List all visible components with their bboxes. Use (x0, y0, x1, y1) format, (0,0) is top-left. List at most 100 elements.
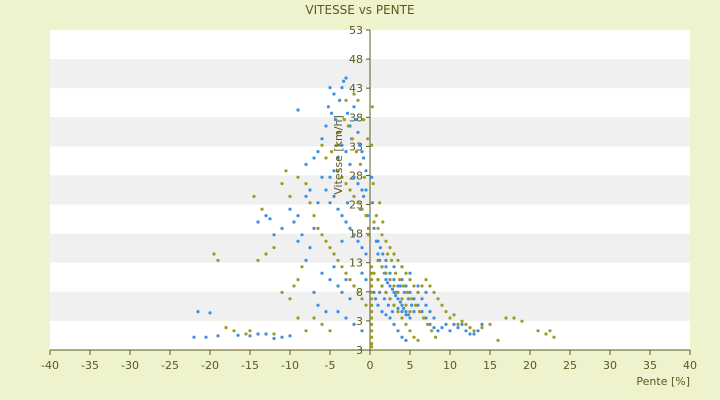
data-point (436, 297, 440, 301)
data-point (344, 150, 348, 154)
x-axis-label: Pente [%] (636, 375, 690, 388)
data-point (272, 233, 276, 237)
data-point (404, 310, 408, 314)
data-point (420, 310, 424, 314)
data-point (424, 303, 428, 307)
data-point (336, 169, 340, 173)
data-point (348, 297, 352, 301)
data-point (370, 278, 374, 282)
data-point (376, 258, 380, 262)
data-point (256, 220, 260, 224)
data-point (320, 143, 324, 147)
data-point (406, 290, 410, 294)
data-point (360, 188, 364, 192)
data-point (360, 150, 364, 154)
data-point (340, 239, 344, 243)
data-point (388, 284, 392, 288)
data-point (416, 338, 420, 342)
data-point (192, 335, 196, 339)
y-tick-label: 3 (356, 315, 363, 328)
x-tick-label: 0 (367, 359, 374, 372)
data-point (316, 150, 320, 154)
data-point (216, 258, 220, 262)
data-point (460, 322, 464, 326)
data-point (348, 278, 352, 282)
data-point (394, 294, 398, 298)
data-point (392, 290, 396, 294)
data-point (378, 246, 382, 250)
data-point (332, 92, 336, 96)
data-point (320, 322, 324, 326)
data-point (356, 239, 360, 243)
data-point (346, 124, 350, 128)
x-tick-label: 30 (603, 359, 617, 372)
data-point (292, 284, 296, 288)
data-point (280, 226, 284, 230)
data-point (384, 313, 388, 317)
data-point (408, 271, 412, 275)
data-point (396, 258, 400, 262)
data-point (480, 322, 484, 326)
data-point (396, 284, 400, 288)
data-point (392, 265, 396, 269)
data-point (328, 201, 332, 205)
data-point (392, 252, 396, 256)
data-point (362, 194, 366, 198)
data-point (358, 162, 362, 166)
data-point (414, 303, 418, 307)
data-point (348, 162, 352, 166)
data-point (364, 252, 368, 256)
data-point (328, 329, 332, 333)
data-point (296, 108, 300, 112)
data-point (288, 207, 292, 211)
data-point (304, 329, 308, 333)
data-point (380, 310, 384, 314)
data-point (370, 329, 374, 333)
data-point (398, 300, 402, 304)
data-point (332, 252, 336, 256)
data-point (512, 316, 516, 320)
x-tick-label: -25 (161, 359, 179, 372)
data-point (304, 258, 308, 262)
data-point (370, 297, 374, 301)
data-point (370, 345, 374, 349)
data-point (468, 326, 472, 330)
data-point (396, 306, 400, 310)
data-point (344, 278, 348, 282)
data-point (400, 278, 404, 282)
data-point (336, 284, 340, 288)
data-point (424, 278, 428, 282)
data-point (380, 233, 384, 237)
data-point (440, 326, 444, 330)
data-point (388, 297, 392, 301)
data-point (264, 332, 268, 336)
data-point (296, 316, 300, 320)
data-point (400, 297, 404, 301)
y-tick-label: 18 (349, 228, 363, 241)
y-tick-label: 38 (349, 111, 363, 124)
data-point (280, 335, 284, 339)
x-tick-label: -15 (241, 359, 259, 372)
data-point (364, 278, 368, 282)
data-point (362, 156, 366, 160)
data-point (452, 313, 456, 317)
data-point (432, 316, 436, 320)
data-point (398, 284, 402, 288)
data-point (420, 297, 424, 301)
data-point (362, 118, 366, 122)
data-point (464, 329, 468, 333)
data-point (364, 169, 368, 173)
data-point (344, 98, 348, 102)
data-point (330, 111, 334, 115)
data-point (340, 290, 344, 294)
data-point (370, 175, 374, 179)
data-point (272, 246, 276, 250)
data-point (416, 303, 420, 307)
data-point (418, 310, 422, 314)
x-tick-label: 35 (643, 359, 657, 372)
x-tick-label: -10 (281, 359, 299, 372)
data-point (352, 92, 356, 96)
data-point (402, 306, 406, 310)
data-point (244, 332, 248, 336)
